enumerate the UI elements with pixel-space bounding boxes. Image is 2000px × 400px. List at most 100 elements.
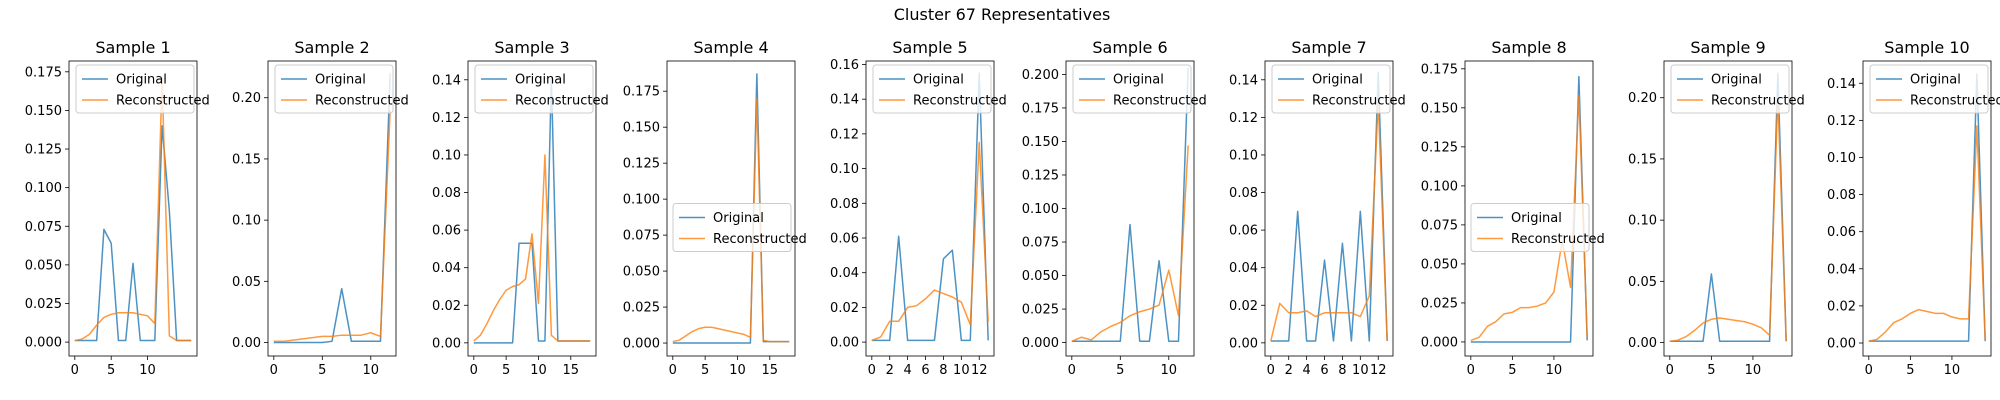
- y-tick-label: 0.12: [432, 111, 461, 126]
- x-tick-label: 0: [1068, 363, 1076, 378]
- axes-frame: [865, 60, 995, 357]
- subplot-4: Sample 4 0.000 0.025 0.050 0.075 0.100 0.125 0.…: [623, 38, 807, 378]
- legend-entry-original-label: Original: [713, 211, 764, 226]
- series-line-original: [473, 77, 591, 344]
- series-line-reconstructed: [1868, 125, 1986, 342]
- y-tick-label: 0.06: [432, 224, 461, 239]
- subplot-9: Sample 9 0.00 0.05 0.10 0.15 0.20 0 5 10 Original…: [1628, 38, 1805, 378]
- y-tick-label: 0.10: [1628, 214, 1657, 229]
- series-line-reconstructed: [1270, 101, 1388, 342]
- x-tick-label: 10: [729, 363, 746, 378]
- legend-entry-reconstructed-label: Reconstructed: [1910, 94, 2000, 109]
- x-tick-label: 8: [1338, 363, 1346, 378]
- axes-frame: [467, 60, 597, 357]
- y-tick-label: 0.075: [1022, 236, 1059, 251]
- x-tick-label: 5: [318, 363, 326, 378]
- x-tick-label: 5: [1508, 363, 1516, 378]
- y-tick-label: 0.075: [25, 220, 62, 235]
- y-tick-label: 0.000: [1421, 335, 1458, 350]
- y-tick-label: 0.00: [830, 336, 859, 351]
- x-tick-label: 0: [1865, 363, 1873, 378]
- y-tick-label: 0.20: [1628, 91, 1657, 106]
- y-tick-label: 0.08: [432, 186, 461, 201]
- y-tick-label: 0.00: [232, 336, 261, 351]
- x-tick-label: 0: [1467, 363, 1475, 378]
- y-tick-label: 0.100: [1421, 179, 1458, 194]
- y-tick-label: 0.02: [1827, 299, 1856, 314]
- subplot-10: Sample 10 0.00 0.02 0.04 0.06 0.08 0.10 0.12 0.1…: [1827, 38, 2000, 378]
- y-tick-label: 0.08: [1229, 186, 1258, 201]
- y-tick-label: 0.04: [1229, 261, 1258, 276]
- y-tick-label: 0.175: [1022, 101, 1059, 116]
- x-tick-label: 10: [1745, 363, 1762, 378]
- legend-entry-original-label: Original: [1113, 73, 1164, 88]
- legend-box: [1470, 203, 1590, 252]
- y-tick-label: 0.100: [25, 181, 62, 196]
- series-line-original: [871, 72, 989, 342]
- series-line-reconstructed: [473, 154, 591, 342]
- y-tick-label: 0.04: [1827, 262, 1856, 277]
- legend-entry-reconstructed-label: Reconstructed: [913, 94, 1007, 109]
- legend: Original Reconstructed: [1470, 203, 1605, 252]
- y-tick-label: 0.06: [1229, 224, 1258, 239]
- y-tick-label: 0.10: [1229, 148, 1258, 163]
- legend: Original Reconstructed: [872, 64, 1007, 114]
- x-tick-label: 10: [1546, 363, 1563, 378]
- legend: Original Reconstructed: [75, 64, 210, 114]
- series-line-reconstructed: [1470, 94, 1588, 342]
- legend-box: [75, 64, 195, 114]
- y-tick-label: 0.000: [1022, 336, 1059, 351]
- axes-frame: [1862, 60, 1992, 357]
- y-tick-label: 0.025: [1421, 296, 1458, 311]
- series-line-reconstructed: [273, 109, 391, 343]
- y-tick-label: 0.02: [1229, 299, 1258, 314]
- legend: Original Reconstructed: [474, 64, 609, 114]
- legend: Original Reconstructed: [1271, 64, 1406, 114]
- subplot-8: Sample 8 0.000 0.025 0.050 0.075 0.100 0.125 0.…: [1421, 38, 1605, 378]
- x-tick-label: 12: [971, 363, 988, 378]
- legend: Original Reconstructed: [1869, 64, 2000, 114]
- x-tick-label: 10: [139, 363, 156, 378]
- x-tick-label: 0: [669, 363, 677, 378]
- x-tick-label: 0: [1267, 363, 1275, 378]
- y-tick-label: 0.00: [1628, 336, 1657, 351]
- legend-box: [474, 64, 594, 114]
- x-tick-label: 5: [1707, 363, 1715, 378]
- subplot-1: Sample 1 0.000 0.025 0.050 0.075 0.100 0.125 0.…: [25, 38, 210, 378]
- legend-entry-reconstructed-label: Reconstructed: [315, 94, 409, 109]
- y-tick-label: 0.08: [830, 197, 859, 212]
- x-tick-label: 0: [71, 363, 79, 378]
- y-tick-label: 0.14: [1827, 77, 1856, 92]
- y-tick-label: 0.200: [1022, 68, 1059, 83]
- legend-box: [672, 203, 792, 252]
- x-tick-label: 4: [903, 363, 911, 378]
- x-tick-label: 4: [1302, 363, 1310, 378]
- legend: Original Reconstructed: [274, 64, 409, 114]
- series-line-reconstructed: [871, 141, 989, 342]
- y-tick-label: 0.04: [432, 261, 461, 276]
- legend-entry-reconstructed-label: Reconstructed: [1511, 232, 1605, 247]
- y-tick-label: 0.175: [25, 65, 62, 80]
- subplot-title: Sample 10: [1884, 38, 1969, 57]
- x-tick-label: 2: [1285, 363, 1293, 378]
- y-tick-label: 0.14: [432, 73, 461, 88]
- y-tick-label: 0.06: [1827, 225, 1856, 240]
- y-tick-label: 0.00: [1229, 336, 1258, 351]
- series-line-original: [1071, 67, 1189, 342]
- x-tick-label: 0: [270, 363, 278, 378]
- y-tick-label: 0.000: [623, 337, 660, 352]
- subplot-title: Sample 9: [1690, 38, 1765, 57]
- y-tick-label: 0.10: [232, 214, 261, 229]
- legend: Original Reconstructed: [1670, 64, 1805, 114]
- subplot-3: Sample 3 0.00 0.02 0.04 0.06 0.08 0.10 0.12 0.14…: [432, 38, 609, 378]
- y-tick-label: 0.025: [25, 297, 62, 312]
- subplot-7: Sample 7 0.00 0.02 0.04 0.06 0.08 0.10 0.12 0.14…: [1229, 38, 1406, 378]
- y-tick-label: 0.175: [623, 85, 660, 100]
- legend-box: [274, 64, 394, 114]
- y-tick-label: 0.075: [623, 229, 660, 244]
- subplot-grid: Sample 10.0000.0250.0500.0750.1000.1250.…: [25, 38, 2000, 378]
- y-tick-label: 0.05: [232, 275, 261, 290]
- y-tick-label: 0.08: [1827, 188, 1856, 203]
- axes-frame: [1464, 60, 1594, 357]
